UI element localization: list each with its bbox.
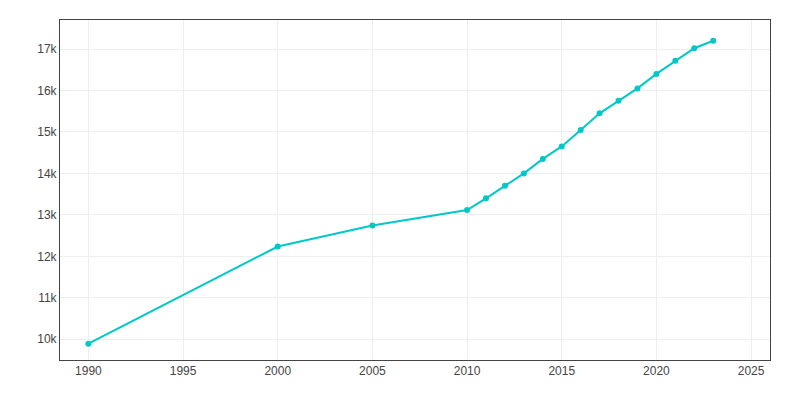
svg-text:14k: 14k [37,167,57,181]
svg-text:12k: 12k [37,250,57,264]
svg-text:2025: 2025 [738,364,765,378]
svg-text:10k: 10k [37,332,57,346]
svg-text:17k: 17k [37,42,57,56]
svg-text:15k: 15k [37,125,57,139]
svg-text:2010: 2010 [454,364,481,378]
svg-text:11k: 11k [38,291,57,305]
svg-text:16k: 16k [37,84,57,98]
svg-text:2000: 2000 [264,364,291,378]
svg-text:2005: 2005 [359,364,386,378]
svg-text:13k: 13k [37,208,57,222]
svg-text:1990: 1990 [75,364,102,378]
svg-text:1995: 1995 [170,364,197,378]
svg-text:2015: 2015 [548,364,575,378]
svg-text:2020: 2020 [643,364,670,378]
